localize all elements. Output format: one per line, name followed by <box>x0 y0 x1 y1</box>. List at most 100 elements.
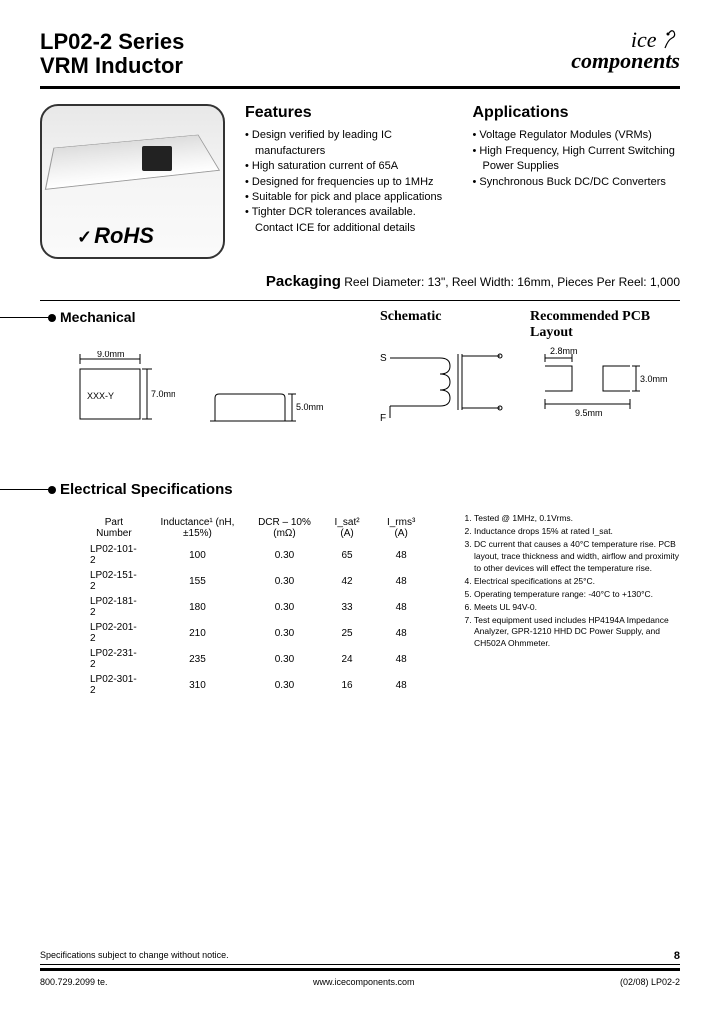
note-item: DC current that causes a 40°C temperatur… <box>474 539 680 575</box>
cell: 25 <box>322 621 372 645</box>
pcb-heading: Recommended PCB Layout <box>530 301 680 341</box>
table-row: LP02-201-22100.302548 <box>82 621 428 645</box>
feature-item: Tighter DCR tolerances available. Contac… <box>245 205 453 236</box>
svg-text:5.0mm: 5.0mm <box>296 402 324 412</box>
title-line1: LP02-2 Series <box>40 30 184 54</box>
cell: 155 <box>148 569 247 593</box>
mechanical-heading: Mechanical <box>40 309 380 331</box>
cell: 0.30 <box>249 595 320 619</box>
cell: LP02-101-2 <box>82 543 146 567</box>
footer-phone: 800.729.2099 te. <box>40 977 108 987</box>
schematic-heading: Schematic <box>380 301 530 341</box>
rohs-label: RoHS <box>77 223 154 249</box>
cell: 33 <box>322 595 372 619</box>
note-item: Test equipment used includes HP4194A Imp… <box>474 615 680 651</box>
svg-text:9.5mm: 9.5mm <box>575 408 603 418</box>
application-item: Voltage Regulator Modules (VRMs) <box>473 128 681 143</box>
pcb-layout-diagram: 2.8mm 3.0mm 9.5mm <box>540 346 680 436</box>
cell: 0.30 <box>249 647 320 671</box>
table-row: LP02-301-23100.301648 <box>82 673 428 697</box>
page-header: LP02-2 Series VRM Inductor ice component… <box>40 30 680 89</box>
cell: 310 <box>148 673 247 697</box>
features-column: Features Design verified by leading IC m… <box>245 104 453 259</box>
table-row: LP02-101-21000.306548 <box>82 543 428 567</box>
title-block: LP02-2 Series VRM Inductor <box>40 30 184 78</box>
cell: 0.30 <box>249 673 320 697</box>
cell: 210 <box>148 621 247 645</box>
note-item: Tested @ 1MHz, 0.1Vrms. <box>474 513 680 525</box>
col-isat: I_sat² (A) <box>322 515 372 541</box>
col-part: Part Number <box>82 515 146 541</box>
company-logo: ice components <box>571 30 680 71</box>
svg-text:XXX-Y: XXX-Y <box>87 391 114 401</box>
logo-components: components <box>571 48 680 73</box>
disclaimer: Specifications subject to change without… <box>40 950 229 962</box>
applications-list: Voltage Regulator Modules (VRMs) High Fr… <box>473 128 681 190</box>
packaging-line: Packaging Reel Diameter: 13", Reel Width… <box>40 269 680 301</box>
svg-text:3.0mm: 3.0mm <box>640 374 668 384</box>
feature-item: Design verified by leading IC manufactur… <box>245 128 453 159</box>
table-row: LP02-181-21800.303348 <box>82 595 428 619</box>
packaging-label: Packaging <box>266 273 341 290</box>
feature-item: Suitable for pick and place applications <box>245 190 453 205</box>
cell: 0.30 <box>249 569 320 593</box>
cell: 42 <box>322 569 372 593</box>
cell: 48 <box>374 569 428 593</box>
features-list: Design verified by leading IC manufactur… <box>245 128 453 236</box>
applications-column: Applications Voltage Regulator Modules (… <box>473 104 681 259</box>
footer-bottom: 800.729.2099 te. www.icecomponents.com (… <box>40 968 680 987</box>
cell: 100 <box>148 543 247 567</box>
table-header-row: Part Number Inductance¹ (nH, ±15%) DCR –… <box>82 515 428 541</box>
cell: 48 <box>374 673 428 697</box>
cell: 24 <box>322 647 372 671</box>
cell: LP02-301-2 <box>82 673 146 697</box>
cell: LP02-151-2 <box>82 569 146 593</box>
schematic-diagram: S F <box>380 346 510 436</box>
col-irms: I_rms³ (A) <box>374 515 428 541</box>
application-item: High Frequency, High Current Switching P… <box>473 144 681 175</box>
table-row: LP02-231-22350.302448 <box>82 647 428 671</box>
top-view-diagram: 9.0mm XXX-Y 7.0mm <box>65 351 175 441</box>
note-item: Operating temperature range: -40°C to +1… <box>474 589 680 601</box>
top-row: RoHS Features Design verified by leading… <box>40 104 680 259</box>
spec-table: Part Number Inductance¹ (nH, ±15%) DCR –… <box>80 513 430 699</box>
footer-top: Specifications subject to change without… <box>40 950 680 965</box>
cell: 48 <box>374 647 428 671</box>
cell: 48 <box>374 595 428 619</box>
electrical-heading: Electrical Specifications <box>40 481 680 498</box>
packaging-text: Reel Diameter: 13", Reel Width: 16mm, Pi… <box>344 275 680 289</box>
features-heading: Features <box>245 104 453 122</box>
cell: LP02-231-2 <box>82 647 146 671</box>
page-footer: Specifications subject to change without… <box>40 950 680 987</box>
cell: 0.30 <box>249 543 320 567</box>
ruler-graphic <box>45 135 220 190</box>
cell: 16 <box>322 673 372 697</box>
svg-text:S: S <box>380 353 387 364</box>
cell: 65 <box>322 543 372 567</box>
note-item: Electrical specifications at 25°C. <box>474 576 680 588</box>
note-item: Meets UL 94V-0. <box>474 602 680 614</box>
table-row: LP02-151-21550.304248 <box>82 569 428 593</box>
note-item: Inductance drops 15% at rated I_sat. <box>474 526 680 538</box>
footer-url: www.icecomponents.com <box>313 977 415 987</box>
cell: 48 <box>374 543 428 567</box>
cell: LP02-181-2 <box>82 595 146 619</box>
cell: 48 <box>374 621 428 645</box>
title-line2: VRM Inductor <box>40 54 184 78</box>
svg-text:2.8mm: 2.8mm <box>550 346 578 356</box>
col-dcr: DCR – 10% (mΩ) <box>249 515 320 541</box>
svg-text:F: F <box>380 413 386 424</box>
chip-graphic <box>142 146 172 171</box>
svg-text:7.0mm: 7.0mm <box>151 389 175 399</box>
application-item: Synchronous Buck DC/DC Converters <box>473 175 681 190</box>
product-image: RoHS <box>40 104 225 259</box>
mech-header-row: Mechanical Schematic Recommended PCB Lay… <box>40 301 680 341</box>
cell: LP02-201-2 <box>82 621 146 645</box>
spec-tbody: LP02-101-21000.306548LP02-151-21550.3042… <box>82 543 428 697</box>
electrical-content: Part Number Inductance¹ (nH, ±15%) DCR –… <box>40 513 680 699</box>
applications-heading: Applications <box>473 104 681 122</box>
electrical-section: Electrical Specifications Part Number In… <box>40 481 680 819</box>
notes-list: Tested @ 1MHz, 0.1Vrms.Inductance drops … <box>460 513 680 699</box>
page-number: 8 <box>674 950 680 962</box>
cell: 235 <box>148 647 247 671</box>
